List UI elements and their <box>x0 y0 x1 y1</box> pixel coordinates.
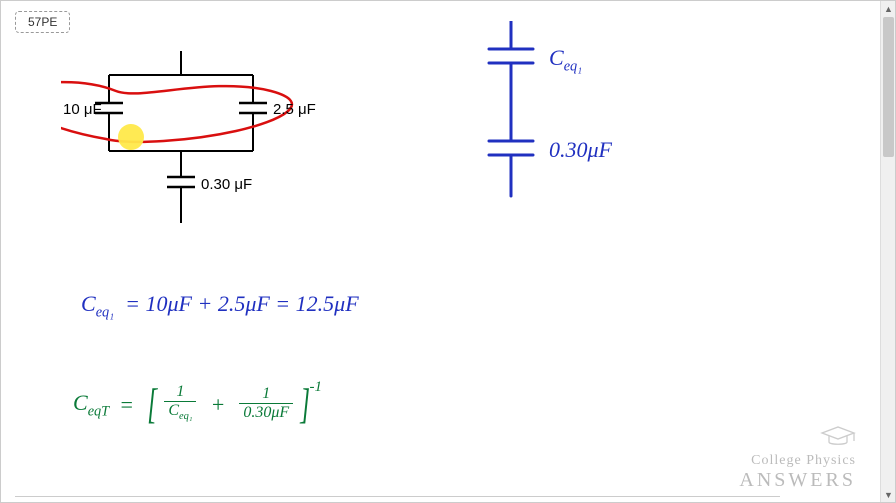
watermark-line1: College Physics <box>739 453 856 469</box>
problem-tag-button[interactable]: 57PE <box>15 11 70 33</box>
scroll-thumb[interactable] <box>883 17 894 157</box>
scroll-up-icon[interactable]: ▲ <box>881 1 896 16</box>
c030-label: 0.30μF <box>549 137 612 163</box>
c3-label: 0.30 μF <box>201 176 252 193</box>
watermark-line2: ANSWERS <box>739 469 856 492</box>
video-frame: 57PE <box>0 0 896 503</box>
vertical-scrollbar[interactable]: ▲ ▼ <box>880 1 895 502</box>
watermark: College Physics ANSWERS <box>739 425 856 492</box>
equation-ceqt: CeqT = [ 1 Ceq₁ + 1 0.30μF ] -1 <box>73 381 326 429</box>
c1-label: 10 μF <box>63 101 102 118</box>
scroll-down-icon[interactable]: ▼ <box>881 487 896 502</box>
ceq1-label: Ceq₁ <box>549 45 582 75</box>
bottom-rule <box>15 496 780 497</box>
equation-ceq1: Ceq₁ = 10μF + 2.5μF = 12.5μF <box>81 291 359 321</box>
graduation-cap-icon <box>739 425 856 453</box>
circuit-diagram <box>61 51 301 251</box>
whiteboard-content: 57PE <box>1 1 880 502</box>
c2-label: 2.5 μF <box>273 101 316 118</box>
